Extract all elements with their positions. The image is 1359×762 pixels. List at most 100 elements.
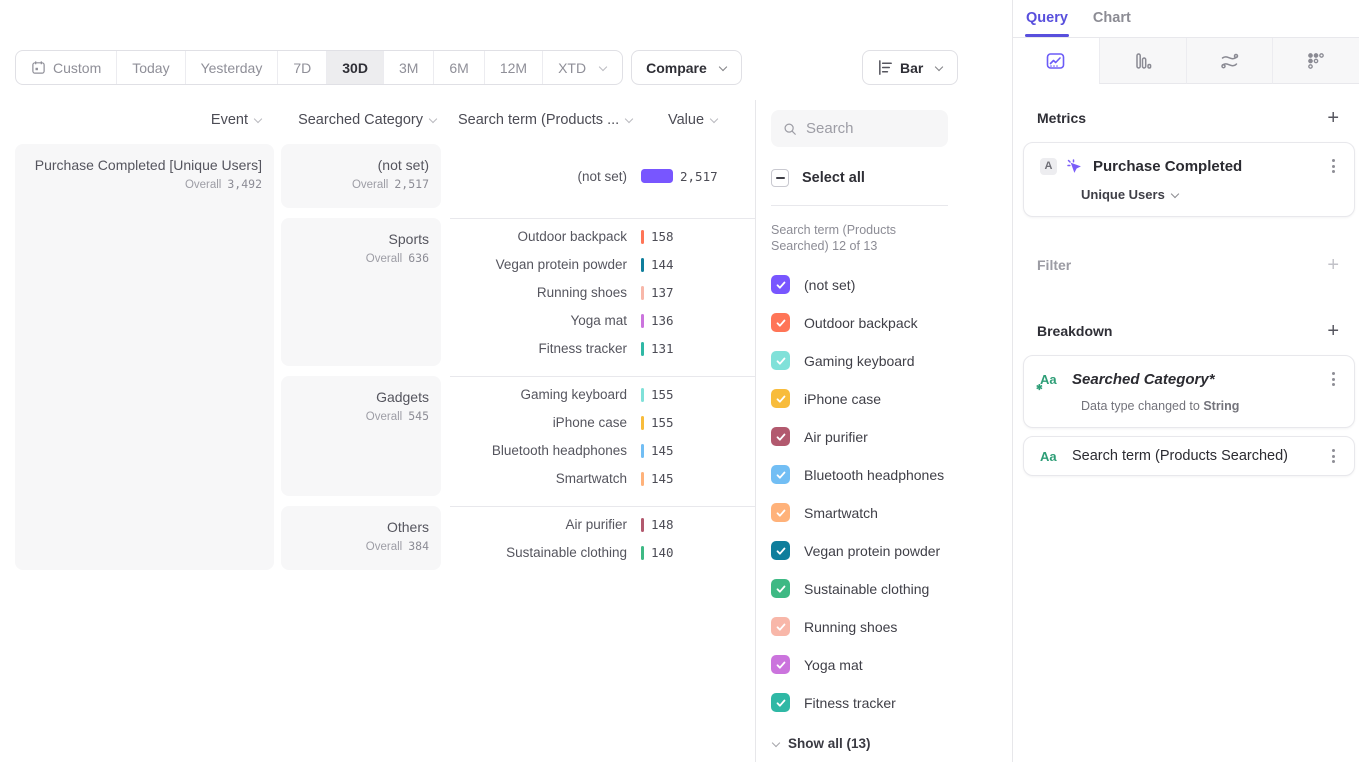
check-icon <box>776 547 785 555</box>
event-sparkle-icon <box>1065 157 1083 175</box>
value-bar[interactable] <box>641 443 644 458</box>
report-tab-insights[interactable] <box>1013 38 1099 84</box>
date-range-custom[interactable]: Custom <box>16 51 118 84</box>
compare-button[interactable]: Compare <box>631 50 742 85</box>
value-bar[interactable] <box>641 257 644 272</box>
list-item[interactable]: Sustainable clothing <box>771 570 1012 608</box>
value-bar[interactable] <box>641 545 644 560</box>
kebab-menu-icon[interactable] <box>1326 447 1340 465</box>
value-bar[interactable] <box>641 313 644 328</box>
value-bar[interactable] <box>641 517 644 532</box>
value-text: 136 <box>651 313 674 328</box>
breakdown-card-searched-category[interactable]: Aa ✱ Searched Category* Data type changed… <box>1023 355 1355 428</box>
date-range-7d[interactable]: 7D <box>278 51 328 84</box>
value-bar[interactable] <box>641 415 644 430</box>
chevron-down-icon <box>624 114 634 124</box>
chart-type-select[interactable]: Bar <box>862 50 959 85</box>
term-label: iPhone case <box>552 415 627 430</box>
list-item-label: Running shoes <box>804 618 898 635</box>
category-card[interactable]: Gadgets Overall 545 <box>281 376 441 496</box>
list-item[interactable]: Vegan protein powder <box>771 532 1012 570</box>
term-label: Fitness tracker <box>538 341 627 356</box>
check-icon <box>776 471 785 479</box>
report-tab-funnels[interactable] <box>1098 38 1186 84</box>
term-label: Running shoes <box>536 285 627 300</box>
date-range-30d[interactable]: 30D <box>327 51 384 84</box>
checkbox[interactable] <box>771 351 790 370</box>
report-tab-flows[interactable] <box>1185 38 1273 84</box>
category-card[interactable]: Others Overall 384 <box>281 506 441 570</box>
column-header-value[interactable]: Value <box>656 112 719 128</box>
date-range-12m[interactable]: 12M <box>485 51 544 84</box>
date-range-3m[interactable]: 3M <box>384 51 435 84</box>
checkbox[interactable] <box>771 655 790 674</box>
checkbox[interactable] <box>771 579 790 598</box>
value-bar[interactable] <box>641 471 644 486</box>
kebab-menu-icon[interactable] <box>1326 370 1340 388</box>
date-range-today[interactable]: Today <box>117 51 186 84</box>
add-metric-button[interactable]: + <box>1327 107 1339 129</box>
checkbox[interactable] <box>771 389 790 408</box>
date-range-yesterday[interactable]: Yesterday <box>186 51 279 84</box>
breakdown-card-search-term[interactable]: Aa Search term (Products Searched) <box>1023 436 1355 476</box>
filter-list: (not set) Outdoor backpack Gaming keyboard… <box>771 266 1012 722</box>
list-item[interactable]: Running shoes <box>771 608 1012 646</box>
list-item[interactable]: Bluetooth headphones <box>771 456 1012 494</box>
select-all-checkbox[interactable] <box>771 169 789 187</box>
list-item[interactable]: Fitness tracker <box>771 684 1012 722</box>
checkbox[interactable] <box>771 313 790 332</box>
counting-method-dropdown[interactable]: Unique Users <box>1081 187 1180 202</box>
overall-label: Overall <box>184 179 222 191</box>
add-breakdown-button[interactable]: + <box>1327 320 1339 342</box>
checkbox[interactable] <box>771 427 790 446</box>
chevron-down-icon <box>598 62 608 71</box>
category-card[interactable]: (not set) Overall 2,517 <box>281 144 441 208</box>
report-tab-retention[interactable] <box>1272 38 1359 84</box>
metric-card[interactable]: A Purchase Completed Unique Users <box>1023 142 1355 217</box>
checkbox[interactable] <box>771 503 790 522</box>
value-bar[interactable] <box>641 229 644 244</box>
show-all-button[interactable]: Show all (13) <box>771 736 1012 751</box>
table-row: iPhone case 155 <box>450 409 755 437</box>
kebab-menu-icon[interactable] <box>1326 157 1340 175</box>
checkbox[interactable] <box>771 541 790 560</box>
date-range-6m[interactable]: 6M <box>434 51 485 84</box>
search-icon <box>784 122 796 135</box>
checkbox[interactable] <box>771 275 790 294</box>
value-bar[interactable] <box>641 285 644 300</box>
value-bar[interactable] <box>641 387 644 402</box>
list-item[interactable]: Yoga mat <box>771 646 1012 684</box>
search-input[interactable] <box>806 120 936 137</box>
bar-chart-icon <box>879 60 892 75</box>
column-header-searched-category[interactable]: Searched Category <box>274 112 450 128</box>
panel-tabs: Query Chart <box>1013 0 1359 38</box>
table-row: Vegan protein powder 144 <box>450 251 755 279</box>
insights-icon <box>1047 53 1065 69</box>
list-item[interactable]: Smartwatch <box>771 494 1012 532</box>
metric-event-name: Purchase Completed <box>1093 157 1243 175</box>
column-header-event[interactable]: Event <box>0 112 274 128</box>
date-range-xtd[interactable]: XTD <box>543 51 622 84</box>
value-bar[interactable] <box>641 341 644 356</box>
category-card[interactable]: Sports Overall 636 <box>281 218 441 366</box>
select-all-row[interactable]: Select all <box>771 169 1012 187</box>
add-filter-button[interactable]: + <box>1327 254 1339 276</box>
column-header-search-term[interactable]: Search term (Products ... <box>450 112 656 128</box>
list-item[interactable]: Outdoor backpack <box>771 304 1012 342</box>
list-item-label: iPhone case <box>804 390 882 407</box>
search-box[interactable] <box>771 110 948 147</box>
list-item[interactable]: Gaming keyboard <box>771 342 1012 380</box>
checkbox[interactable] <box>771 465 790 484</box>
tab-query[interactable]: Query <box>1025 10 1069 37</box>
checkbox[interactable] <box>771 693 790 712</box>
tab-chart[interactable]: Chart <box>1092 10 1131 26</box>
table-row: Outdoor backpack 158 <box>450 223 755 251</box>
term-label: Sustainable clothing <box>506 545 627 560</box>
value-bar[interactable] <box>641 169 673 183</box>
event-card[interactable]: Purchase Completed [Unique Users] Overal… <box>15 144 274 570</box>
checkbox[interactable] <box>771 617 790 636</box>
list-item[interactable]: (not set) <box>771 266 1012 304</box>
list-item[interactable]: Air purifier <box>771 418 1012 456</box>
value-text: 140 <box>651 545 674 560</box>
list-item[interactable]: iPhone case <box>771 380 1012 418</box>
